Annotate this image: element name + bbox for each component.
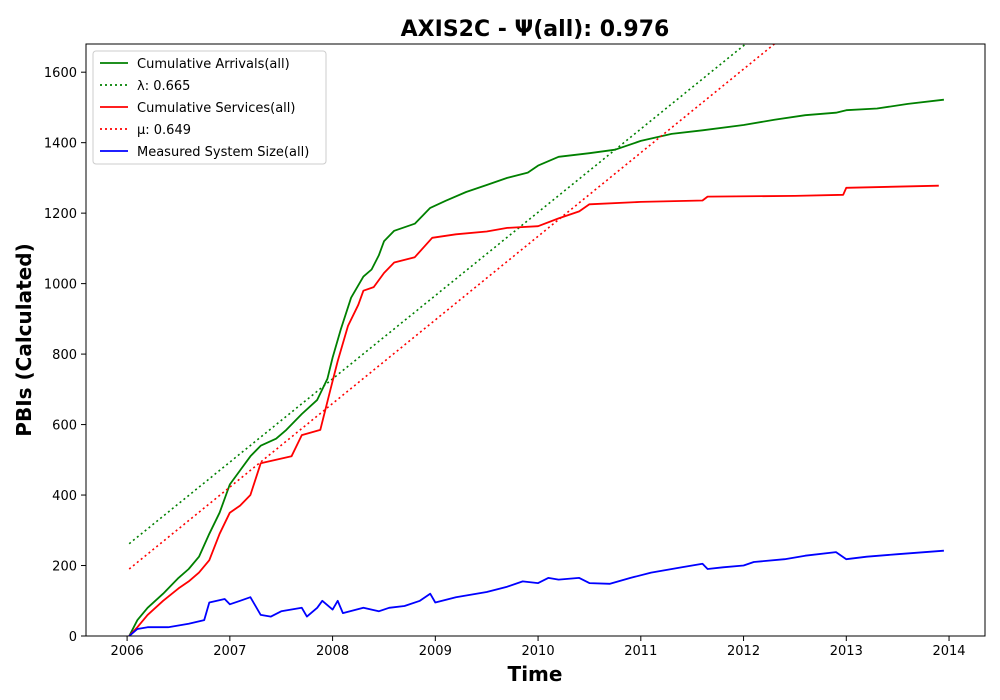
chart-title: AXIS2C - Ψ(all): 0.976 bbox=[401, 17, 670, 42]
x-tick-label: 2012 bbox=[727, 644, 760, 659]
x-tick-label: 2013 bbox=[830, 644, 863, 659]
plot-frame bbox=[85, 43, 986, 637]
x-tick-label: 2010 bbox=[522, 644, 555, 659]
legend-label: λ: 0.665 bbox=[137, 79, 190, 94]
x-tick-label: 2007 bbox=[213, 644, 246, 659]
series-line-4 bbox=[128, 549, 944, 636]
y-tick-label: 1400 bbox=[44, 137, 77, 152]
x-tick-label: 2006 bbox=[111, 644, 144, 659]
x-tick-label: 2009 bbox=[419, 644, 452, 659]
plot-area bbox=[128, 44, 945, 636]
y-tick-label: 1200 bbox=[44, 207, 77, 222]
y-tick-label: 400 bbox=[52, 489, 77, 504]
y-tick-label: 1600 bbox=[44, 66, 77, 81]
series-line-3 bbox=[128, 44, 775, 570]
y-tick-label: 600 bbox=[52, 419, 77, 434]
legend: Cumulative Arrivals(all) λ: 0.665 Cumulati… bbox=[92, 50, 327, 165]
x-tick-label: 2014 bbox=[932, 644, 965, 659]
legend-box bbox=[92, 50, 327, 165]
y-tick-label: 200 bbox=[52, 560, 77, 575]
y-axis-label: PBIs (Calculated) bbox=[12, 243, 36, 436]
x-axis-label: Time bbox=[508, 662, 563, 686]
series-line-0 bbox=[128, 98, 945, 636]
legend-label: Cumulative Arrivals(all) bbox=[137, 57, 290, 72]
y-tick-label: 800 bbox=[52, 348, 77, 363]
x-tick-label: 2008 bbox=[316, 644, 349, 659]
x-axis: 2006 2007 2008 2009 2010 2011 2012 2013 2014 bbox=[111, 636, 966, 659]
y-axis: 0 200 400 600 800 1000 1200 1400 1600 bbox=[44, 66, 86, 645]
legend-label: Measured System Size(all) bbox=[137, 145, 309, 160]
y-tick-label: 0 bbox=[69, 630, 77, 645]
series-line-2 bbox=[128, 184, 939, 636]
legend-label: μ: 0.649 bbox=[137, 123, 191, 138]
x-tick-label: 2011 bbox=[624, 644, 657, 659]
y-tick-label: 1000 bbox=[44, 278, 77, 293]
legend-label: Cumulative Services(all) bbox=[137, 101, 295, 116]
series-line-1 bbox=[128, 44, 747, 545]
